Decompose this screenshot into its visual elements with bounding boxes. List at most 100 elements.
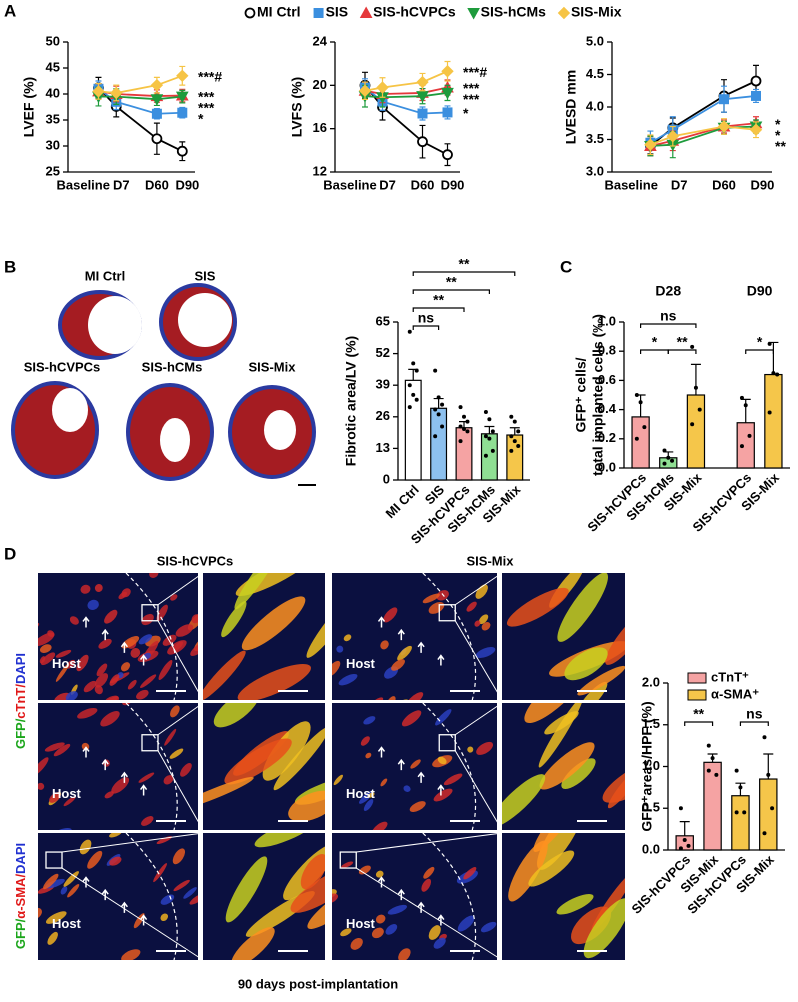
cell: [63, 871, 79, 887]
micrograph: [203, 703, 325, 830]
data-point: [407, 329, 412, 334]
y-tick-label: 16: [313, 120, 327, 135]
heart-label: SIS-hCVPCs: [24, 359, 101, 374]
cell: [77, 708, 98, 719]
x-tick-label: D7: [113, 177, 130, 192]
cell: [55, 663, 70, 682]
data-point: [678, 806, 683, 811]
data-point: [638, 400, 643, 405]
cell: [583, 898, 625, 959]
legend-swatch: [687, 672, 707, 684]
cell: [104, 545, 122, 566]
data-point: [742, 810, 747, 815]
y-axis-label: LVESD mm: [563, 70, 579, 144]
bracket: [739, 721, 769, 726]
data-point: [458, 405, 463, 410]
significance: ns: [418, 310, 435, 326]
y-tick-label: 0.4: [598, 401, 617, 416]
column-title: SIS-Mix: [467, 553, 515, 568]
group-label: D90: [747, 283, 773, 299]
arrow: [417, 641, 425, 653]
cell: [405, 692, 424, 700]
border-line: [422, 833, 477, 960]
significance: *: [652, 334, 658, 350]
cell: [55, 649, 72, 658]
heart-label: MI Ctrl: [85, 268, 125, 283]
cell: [140, 674, 157, 688]
data-point: [642, 425, 647, 430]
cell: [385, 924, 398, 935]
cell: [391, 659, 405, 671]
bar: [430, 407, 448, 481]
cell: [190, 642, 198, 656]
arrow: [82, 876, 90, 888]
significance: ***#: [463, 64, 487, 80]
cell: [502, 774, 546, 827]
cell: [332, 660, 341, 677]
significance: **: [693, 706, 704, 722]
arrow: [397, 888, 405, 901]
host-label: Host: [346, 656, 376, 671]
significance: ns: [660, 308, 677, 324]
marker: [358, 84, 372, 97]
y-tick-label: 20: [313, 77, 327, 92]
micrograph: [502, 833, 625, 960]
y-tick-label: 0.6: [598, 372, 616, 387]
cell: [537, 833, 584, 870]
cell: [213, 703, 260, 728]
cell: [67, 884, 80, 898]
panel-label: D: [4, 544, 16, 563]
cell: [221, 601, 247, 638]
bar: [686, 394, 706, 469]
cell: [338, 673, 358, 686]
row-label-part: DAPI: [13, 843, 28, 874]
cell: [336, 645, 344, 653]
arrow: [82, 616, 90, 628]
row-label-part: α-SMA/: [13, 874, 28, 919]
cell: [156, 604, 168, 622]
inset-box: [438, 604, 456, 622]
y-tick-label: 4.0: [586, 98, 604, 113]
cell: [360, 736, 370, 746]
data-point: [714, 772, 719, 777]
cell: [333, 774, 343, 786]
data-point: [634, 436, 639, 441]
y-tick-label: 1.0: [642, 758, 660, 773]
cell: [386, 696, 396, 700]
cell: [138, 634, 153, 645]
heart-label: SIS-Mix: [249, 359, 297, 374]
cell: [175, 624, 194, 637]
y-tick-label: 0.0: [598, 459, 616, 474]
arrow: [101, 758, 109, 771]
cell: [54, 692, 71, 700]
cell: [189, 893, 198, 905]
bracket: [684, 721, 714, 726]
cell: [273, 726, 325, 791]
cell: [47, 931, 58, 945]
cell: [371, 927, 384, 939]
line: [98, 74, 183, 94]
row-label: GFP/α-SMA/DAPI: [13, 843, 28, 949]
arrow: [377, 746, 386, 758]
cell: [169, 748, 184, 759]
cell: [94, 583, 103, 592]
panel-label: B: [4, 257, 16, 276]
y-tick-label: 0: [383, 471, 390, 486]
micrograph: [38, 833, 198, 960]
data-point: [693, 385, 698, 390]
bar: [455, 427, 473, 481]
data-point: [462, 414, 466, 419]
cell: [167, 640, 187, 655]
cell: [605, 605, 625, 665]
line: [649, 95, 757, 144]
cell: [433, 788, 453, 802]
y-axis-label: total implanted cells (‰): [590, 314, 606, 476]
cell: [433, 937, 446, 949]
data-point: [512, 439, 517, 444]
cell: [577, 665, 625, 696]
bracket: [412, 271, 516, 276]
x-tick-label: D60: [411, 177, 435, 192]
data-point: [662, 448, 667, 453]
cell: [122, 703, 133, 706]
row-label-part: DAPI: [13, 653, 28, 684]
